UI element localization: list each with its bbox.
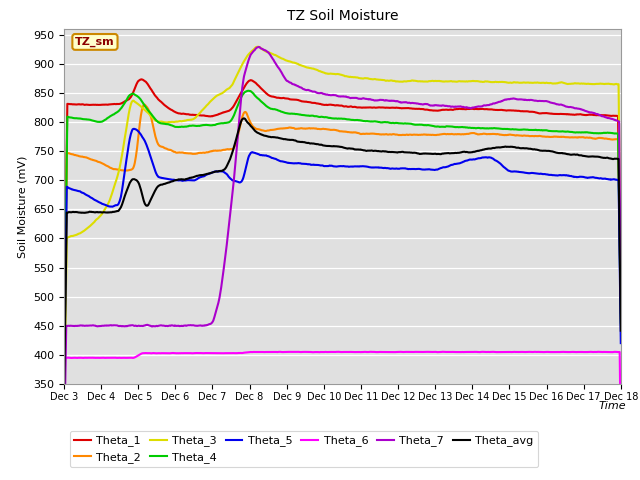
- Theta_3: [617, 283, 625, 288]
- Y-axis label: Soil Moisture (mV): Soil Moisture (mV): [17, 155, 28, 258]
- Line: Theta_5: Theta_5: [64, 129, 621, 387]
- Theta_1: [443, 107, 451, 112]
- Theta_5: [286, 160, 294, 166]
- Theta_4: [244, 88, 252, 94]
- Theta_2: [286, 125, 294, 131]
- Legend: Theta_1, Theta_2, Theta_3, Theta_4, Theta_5, Theta_6, Theta_7, Theta_avg: Theta_1, Theta_2, Theta_3, Theta_4, Thet…: [70, 431, 538, 467]
- Theta_4: [60, 349, 68, 355]
- Theta_7: [60, 454, 68, 459]
- Theta_avg: [505, 144, 513, 150]
- Theta_7: [495, 99, 502, 105]
- Theta_4: [495, 126, 502, 132]
- Line: Theta_4: Theta_4: [64, 91, 621, 352]
- Theta_3: [254, 44, 262, 49]
- Theta_4: [505, 126, 513, 132]
- Theta_1: [505, 108, 513, 113]
- Theta_avg: [443, 150, 451, 156]
- Text: Time: Time: [599, 401, 627, 411]
- Title: TZ Soil Moisture: TZ Soil Moisture: [287, 10, 398, 24]
- Theta_6: [443, 349, 451, 355]
- Theta_2: [495, 132, 502, 137]
- Text: TZ_sm: TZ_sm: [75, 37, 115, 47]
- Theta_5: [617, 340, 625, 346]
- Theta_6: [617, 444, 625, 449]
- Theta_6: [285, 349, 293, 355]
- Theta_2: [505, 132, 513, 138]
- Theta_1: [286, 96, 294, 102]
- Theta_avg: [306, 141, 314, 146]
- Theta_5: [505, 168, 513, 174]
- Theta_5: [130, 126, 138, 132]
- Theta_6: [117, 355, 125, 361]
- Theta_1: [117, 101, 125, 107]
- Theta_4: [286, 111, 294, 117]
- Theta_3: [443, 79, 451, 84]
- Theta_7: [286, 80, 294, 85]
- Theta_3: [60, 410, 68, 416]
- Theta_5: [60, 384, 68, 390]
- Theta_avg: [240, 116, 248, 121]
- Theta_1: [138, 76, 145, 82]
- Line: Theta_2: Theta_2: [64, 105, 621, 370]
- Theta_7: [617, 294, 625, 300]
- Theta_6: [305, 349, 313, 355]
- Theta_6: [505, 349, 513, 355]
- Theta_2: [117, 168, 125, 173]
- Theta_1: [495, 107, 502, 113]
- Theta_7: [306, 88, 314, 94]
- Theta_1: [60, 343, 68, 348]
- Theta_6: [438, 349, 446, 355]
- Theta_avg: [117, 204, 125, 210]
- Line: Theta_1: Theta_1: [64, 79, 621, 346]
- Theta_2: [140, 102, 148, 108]
- Theta_1: [617, 310, 625, 315]
- Theta_3: [286, 59, 294, 64]
- Theta_avg: [60, 397, 68, 403]
- Line: Theta_6: Theta_6: [64, 352, 621, 450]
- Theta_5: [495, 159, 502, 165]
- Theta_2: [617, 316, 625, 322]
- Theta_4: [117, 106, 125, 111]
- Theta_2: [60, 367, 68, 373]
- Theta_3: [306, 65, 314, 71]
- Theta_avg: [495, 144, 502, 150]
- Line: Theta_3: Theta_3: [64, 47, 621, 413]
- Theta_2: [443, 132, 451, 137]
- Theta_4: [617, 320, 625, 325]
- Theta_7: [505, 96, 513, 102]
- Theta_5: [443, 164, 451, 169]
- Theta_4: [306, 113, 314, 119]
- Theta_5: [306, 161, 314, 167]
- Theta_6: [495, 349, 502, 355]
- Line: Theta_avg: Theta_avg: [64, 119, 621, 400]
- Theta_7: [117, 323, 125, 329]
- Theta_avg: [617, 328, 625, 334]
- Theta_3: [495, 79, 502, 85]
- Theta_3: [505, 80, 513, 85]
- Theta_5: [117, 194, 125, 200]
- Theta_avg: [286, 137, 294, 143]
- Theta_4: [443, 123, 451, 129]
- Theta_3: [117, 158, 125, 164]
- Line: Theta_7: Theta_7: [64, 47, 621, 456]
- Theta_7: [443, 103, 451, 109]
- Theta_6: [60, 447, 68, 453]
- Theta_2: [306, 125, 314, 131]
- Theta_7: [255, 44, 262, 50]
- Theta_1: [306, 99, 314, 105]
